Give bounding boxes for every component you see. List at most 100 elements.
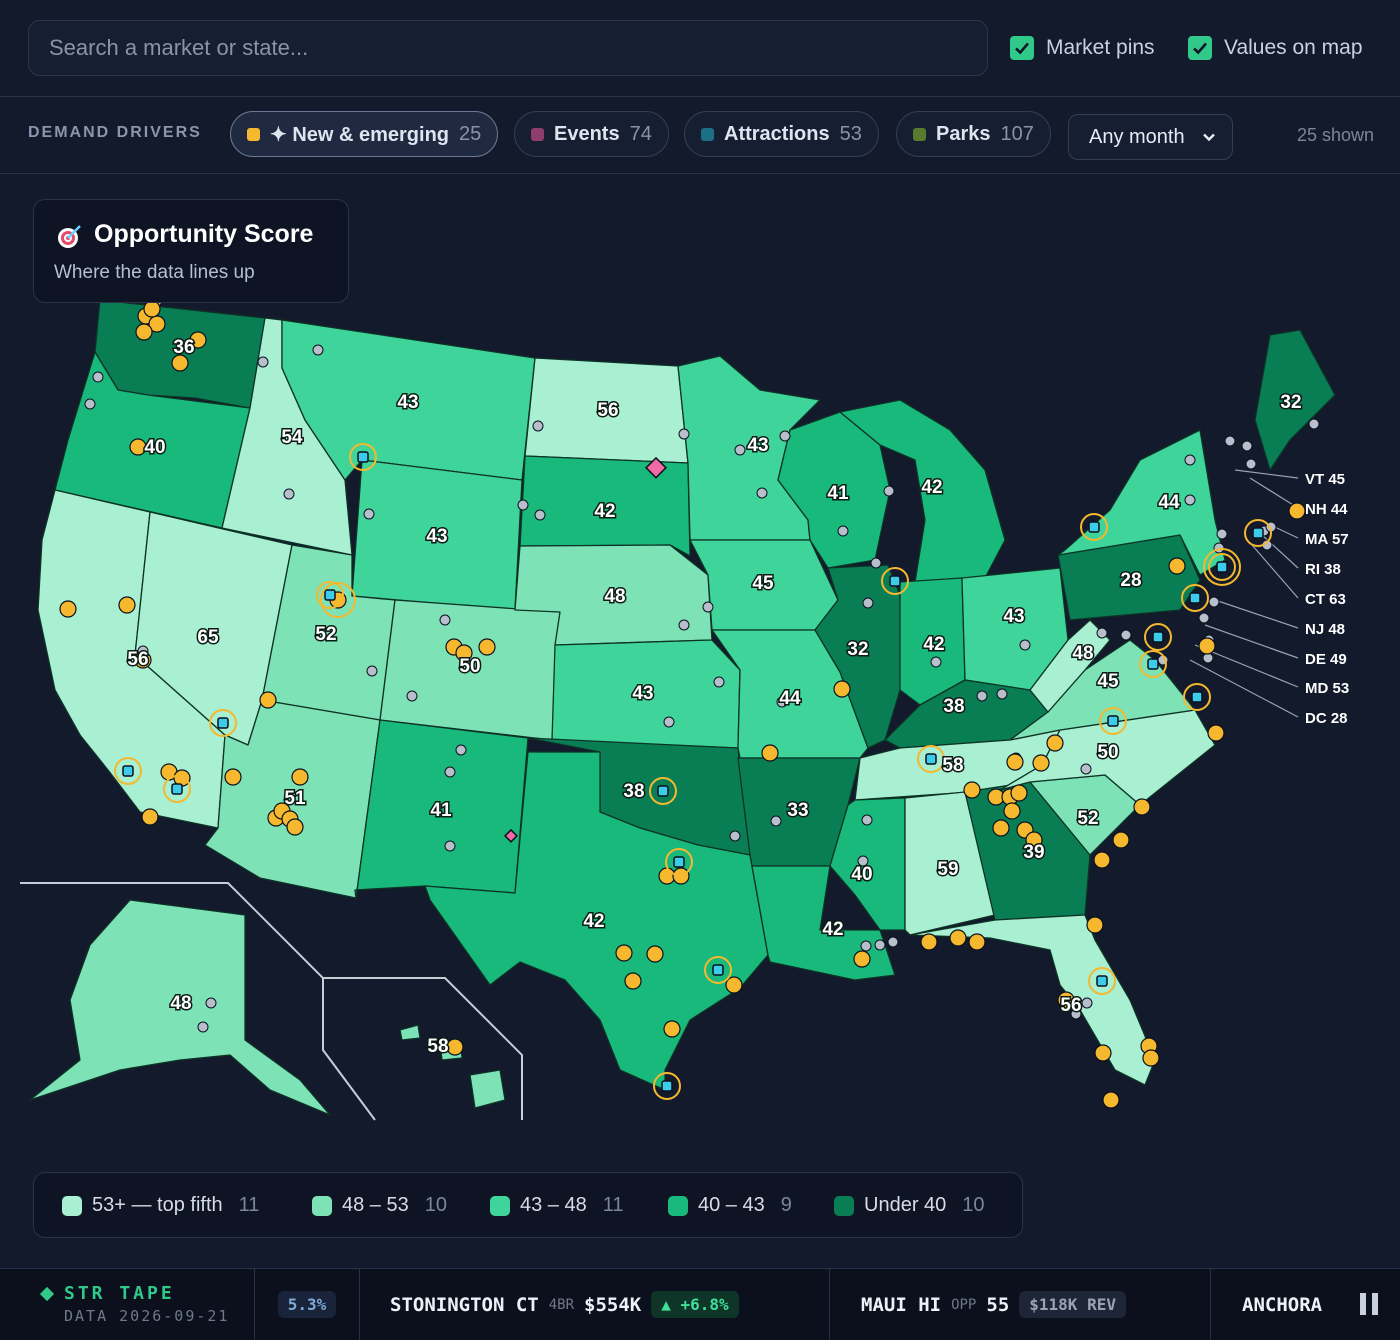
state-ME[interactable] <box>1254 329 1336 471</box>
emerging-market-pin[interactable] <box>446 1038 464 1056</box>
emerging-market-pin[interactable] <box>141 808 159 826</box>
park-dot[interactable] <box>860 940 872 952</box>
emerging-market-pin[interactable] <box>646 945 664 963</box>
park-dot[interactable] <box>1208 596 1220 608</box>
park-dot[interactable] <box>363 508 375 520</box>
park-dot[interactable] <box>1213 542 1225 554</box>
park-dot[interactable] <box>862 597 874 609</box>
emerging-market-pin[interactable] <box>1168 557 1186 575</box>
park-dot[interactable] <box>861 814 873 826</box>
emerging-market-pin[interactable] <box>1133 798 1151 816</box>
emerging-market-pin[interactable] <box>1010 784 1028 802</box>
park-dot[interactable] <box>1241 440 1253 452</box>
park-dot[interactable] <box>532 420 544 432</box>
park-dot[interactable] <box>197 1021 209 1033</box>
park-dot[interactable] <box>779 430 791 442</box>
emerging-market-pin[interactable] <box>725 976 743 994</box>
park-dot[interactable] <box>702 601 714 613</box>
park-dot[interactable] <box>770 815 782 827</box>
park-dot[interactable] <box>205 997 217 1009</box>
park-dot[interactable] <box>455 744 467 756</box>
emerging-market-pin[interactable] <box>968 933 986 951</box>
attraction-pin[interactable] <box>657 785 669 797</box>
park-dot[interactable] <box>996 688 1008 700</box>
park-dot[interactable] <box>1216 528 1228 540</box>
values-on-map-toggle[interactable]: Values on map <box>1188 36 1363 60</box>
attraction-pin[interactable] <box>122 765 134 777</box>
park-dot[interactable] <box>1081 997 1093 1009</box>
park-dot[interactable] <box>729 830 741 842</box>
emerging-market-pin[interactable] <box>920 933 938 951</box>
emerging-market-pin[interactable] <box>624 972 642 990</box>
chip-parks[interactable]: Parks 107 <box>896 111 1051 157</box>
emerging-market-pin[interactable] <box>992 819 1010 837</box>
park-dot[interactable] <box>84 398 96 410</box>
park-dot[interactable] <box>1080 763 1092 775</box>
park-dot[interactable] <box>930 656 942 668</box>
emerging-market-pin[interactable] <box>171 354 189 372</box>
park-dot[interactable] <box>92 371 104 383</box>
attraction-pin[interactable] <box>217 717 229 729</box>
attraction-pin[interactable] <box>1147 658 1159 670</box>
attraction-pin[interactable] <box>889 575 901 587</box>
emerging-market-pin[interactable] <box>135 323 153 341</box>
emerging-market-pin[interactable] <box>672 867 690 885</box>
attraction-pin[interactable] <box>925 753 937 765</box>
emerging-market-pin[interactable] <box>1288 502 1306 520</box>
park-dot[interactable] <box>1224 435 1236 447</box>
emerging-market-pin[interactable] <box>224 768 242 786</box>
emerging-market-pin[interactable] <box>1046 734 1064 752</box>
legend-item-40-43[interactable]: 40 – 43 9 <box>668 1194 792 1217</box>
emerging-market-pin[interactable] <box>1102 1091 1120 1109</box>
emerging-market-pin[interactable] <box>59 600 77 618</box>
emerging-market-pin[interactable] <box>1142 1049 1160 1067</box>
park-dot[interactable] <box>976 690 988 702</box>
park-dot[interactable] <box>1019 639 1031 651</box>
emerging-market-pin[interactable] <box>1198 637 1216 655</box>
attraction-pin[interactable] <box>712 964 724 976</box>
park-dot[interactable] <box>1120 629 1132 641</box>
ticker-item-anchorage[interactable]: ANCHORA <box>1212 1269 1332 1340</box>
park-dot[interactable] <box>1308 418 1320 430</box>
attraction-pin[interactable] <box>1152 631 1164 643</box>
park-dot[interactable] <box>857 855 869 867</box>
state-NC[interactable] <box>999 709 1216 806</box>
park-dot[interactable] <box>257 356 269 368</box>
attraction-pin[interactable] <box>1216 561 1228 573</box>
pause-button[interactable] <box>1354 1289 1384 1319</box>
emerging-market-pin[interactable] <box>478 638 496 656</box>
emerging-market-pin[interactable] <box>259 691 277 709</box>
emerging-market-pin[interactable] <box>148 315 166 333</box>
park-dot[interactable] <box>663 716 675 728</box>
emerging-market-pin[interactable] <box>1057 991 1075 1009</box>
emerging-market-pin[interactable] <box>949 929 967 947</box>
attraction-pin[interactable] <box>1088 521 1100 533</box>
emerging-market-pin[interactable] <box>1094 1044 1112 1062</box>
ticker-item-stonington[interactable]: STONINGTON CT 4BR $554K ▲ +6.8% <box>360 1269 830 1340</box>
emerging-market-pin[interactable] <box>1032 754 1050 772</box>
emerging-market-pin[interactable] <box>1003 802 1021 820</box>
attraction-pin[interactable] <box>673 856 685 868</box>
attraction-pin[interactable] <box>1191 691 1203 703</box>
state-HI[interactable] <box>399 1024 506 1109</box>
park-dot[interactable] <box>678 428 690 440</box>
emerging-market-pin[interactable] <box>615 944 633 962</box>
park-dot[interactable] <box>887 936 899 948</box>
emerging-market-pin[interactable] <box>118 596 136 614</box>
search-input[interactable] <box>28 20 988 76</box>
park-dot[interactable] <box>756 487 768 499</box>
emerging-market-pin[interactable] <box>853 950 871 968</box>
attraction-pin[interactable] <box>324 589 336 601</box>
park-dot[interactable] <box>1096 627 1108 639</box>
attraction-pin[interactable] <box>1096 975 1108 987</box>
park-dot[interactable] <box>1245 458 1257 470</box>
park-dot[interactable] <box>870 557 882 569</box>
market-pins[interactable] <box>59 291 1306 1109</box>
attraction-pin[interactable] <box>171 783 183 795</box>
state-FL[interactable] <box>909 914 1156 1086</box>
attraction-pin[interactable] <box>1252 527 1264 539</box>
park-dot[interactable] <box>406 690 418 702</box>
park-dot[interactable] <box>713 676 725 688</box>
attraction-pin[interactable] <box>1107 715 1119 727</box>
park-dot[interactable] <box>1184 454 1196 466</box>
